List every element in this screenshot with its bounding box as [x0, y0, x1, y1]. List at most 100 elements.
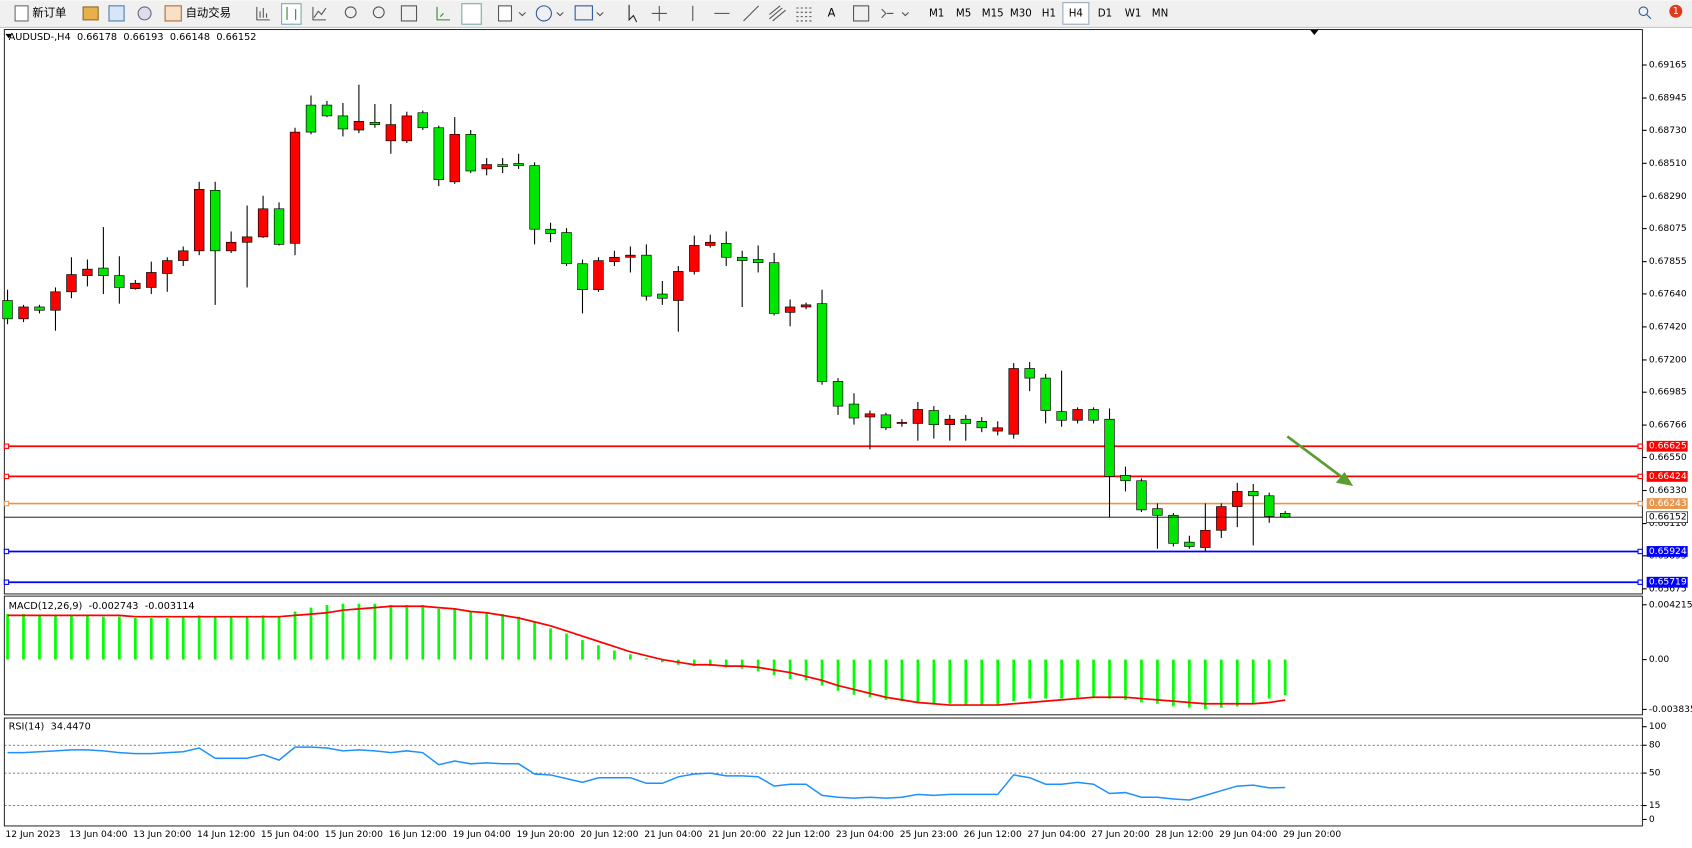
new-order-icon[interactable] — [14, 5, 29, 22]
crosshair-icon[interactable] — [651, 5, 667, 21]
candle-body — [976, 421, 987, 429]
indicators-icon[interactable] — [497, 5, 513, 22]
candle-body — [2, 300, 13, 320]
periods-icon[interactable] — [535, 5, 552, 22]
candle-body — [784, 306, 796, 313]
x-tick-label: 13 Jun 20:00 — [133, 829, 191, 840]
bar-chart-icon[interactable] — [256, 6, 270, 21]
candle-body — [1168, 514, 1179, 544]
label-icon[interactable] — [853, 5, 870, 22]
level-price-label: 0.65924 — [1649, 546, 1687, 557]
candle-body — [337, 115, 349, 130]
level-price-label: 0.66424 — [1649, 471, 1687, 482]
level-handle — [1637, 443, 1643, 449]
x-tick-label: 19 Jun 04:00 — [453, 829, 511, 840]
timeframe-button[interactable]: MN — [1152, 7, 1169, 19]
search-icon[interactable] — [1638, 6, 1649, 17]
candle-body — [241, 236, 253, 243]
candle-body — [82, 268, 93, 276]
candle-body — [178, 250, 189, 261]
line-chart-icon[interactable] — [312, 6, 327, 21]
candle-body — [1120, 475, 1131, 482]
candle-body — [98, 267, 109, 276]
auto-trading-icon[interactable] — [164, 5, 182, 22]
rsi-header: RSI(14) 34.4470 — [9, 722, 91, 733]
y-tick-label: 0.67200 — [1649, 354, 1687, 365]
timeframe-button[interactable]: M15 — [982, 7, 1004, 19]
candle-body — [800, 304, 812, 308]
candle-body — [1280, 513, 1291, 518]
candle-body — [146, 272, 157, 288]
y-tick-label: 0.69165 — [1649, 60, 1687, 71]
candle-body — [721, 242, 732, 258]
candle-body — [417, 112, 428, 129]
candle-body — [209, 190, 221, 252]
candle-body — [289, 131, 301, 244]
candle-body — [928, 410, 940, 425]
dropdown[interactable] — [518, 11, 526, 17]
candle-body — [705, 241, 716, 246]
auto-trading-button[interactable]: 自动交易 — [186, 5, 231, 19]
trendline-icon[interactable] — [743, 5, 759, 22]
candle-body — [1200, 529, 1211, 548]
chart-shift-icon[interactable] — [461, 3, 482, 25]
timeframe-button[interactable]: W1 — [1125, 7, 1142, 19]
cursor-icon[interactable] — [628, 4, 638, 23]
candle-body — [1104, 418, 1115, 477]
candle-body — [513, 163, 524, 166]
timeframe-button[interactable]: H4 — [1069, 7, 1083, 19]
notification-badge[interactable] — [1669, 4, 1683, 18]
tile-icon[interactable] — [400, 5, 418, 22]
timeframe-button[interactable]: M30 — [1010, 7, 1032, 19]
candle-body — [625, 254, 636, 258]
y-tick-label: 100 — [1649, 721, 1667, 732]
timeframe-button[interactable]: D1 — [1098, 7, 1112, 19]
candle-body — [545, 228, 556, 234]
candle-body — [752, 259, 764, 264]
y-tick-label: 0.67640 — [1649, 288, 1687, 299]
x-tick-label: 27 Jun 04:00 — [1028, 829, 1086, 840]
timeframe-button[interactable]: H1 — [1042, 7, 1056, 19]
candle-body — [18, 306, 29, 320]
zoom-out-icon[interactable] — [372, 6, 385, 19]
fibo-icon[interactable] — [796, 7, 814, 22]
candle-body — [465, 134, 476, 172]
y-tick-label: 0.68730 — [1649, 125, 1687, 136]
candle-body — [880, 414, 892, 429]
search-handle — [1646, 14, 1652, 20]
macd-header: MACD(12,26,9) -0.002743 -0.003114 — [9, 601, 195, 612]
toolbar-icon[interactable] — [108, 5, 125, 22]
zoom-in-icon[interactable] — [344, 6, 357, 19]
signal-value: -0.003114 — [145, 601, 195, 612]
candle-body — [305, 104, 317, 133]
x-tick-label: 12 Jun 2023 — [5, 829, 60, 840]
dropdown[interactable] — [596, 11, 604, 17]
channel-icon[interactable] — [769, 5, 786, 22]
templates-icon[interactable] — [574, 5, 593, 21]
level-price-box — [1646, 471, 1688, 482]
level-price-box — [1646, 576, 1688, 588]
candle-chart-icon[interactable] — [281, 3, 302, 25]
toolbar-icon[interactable] — [82, 6, 99, 21]
new-order-button[interactable]: 新订单 — [32, 5, 66, 19]
level-handle — [1637, 548, 1643, 555]
timeframe-button[interactable]: M5 — [956, 7, 971, 19]
dropdown[interactable] — [556, 11, 564, 17]
arrow-shaft — [1286, 435, 1344, 479]
timeframe-button[interactable]: M1 — [929, 7, 944, 19]
dropdown[interactable] — [901, 11, 909, 17]
toolbar-icon[interactable] — [137, 6, 152, 21]
candle-body — [1216, 506, 1227, 531]
candle-body — [864, 413, 876, 418]
text-tool[interactable]: A — [828, 5, 836, 19]
y-tick-label: 0.65675 — [1649, 583, 1687, 594]
chart-layer: 0.69165 0.68945 0.68730 0.68510 0.68290 0.680… — [2, 60, 1692, 840]
current-price-box — [1646, 511, 1689, 523]
candle-body — [1232, 491, 1243, 507]
main-header: AUDUSD-,H4 0.66178 0.66193 0.66148 0.661… — [9, 32, 257, 43]
arrows-icon[interactable] — [881, 8, 894, 19]
autoscroll-icon[interactable] — [436, 6, 450, 21]
level-handle — [1637, 579, 1643, 585]
header-low: 0.66148 — [170, 32, 210, 43]
